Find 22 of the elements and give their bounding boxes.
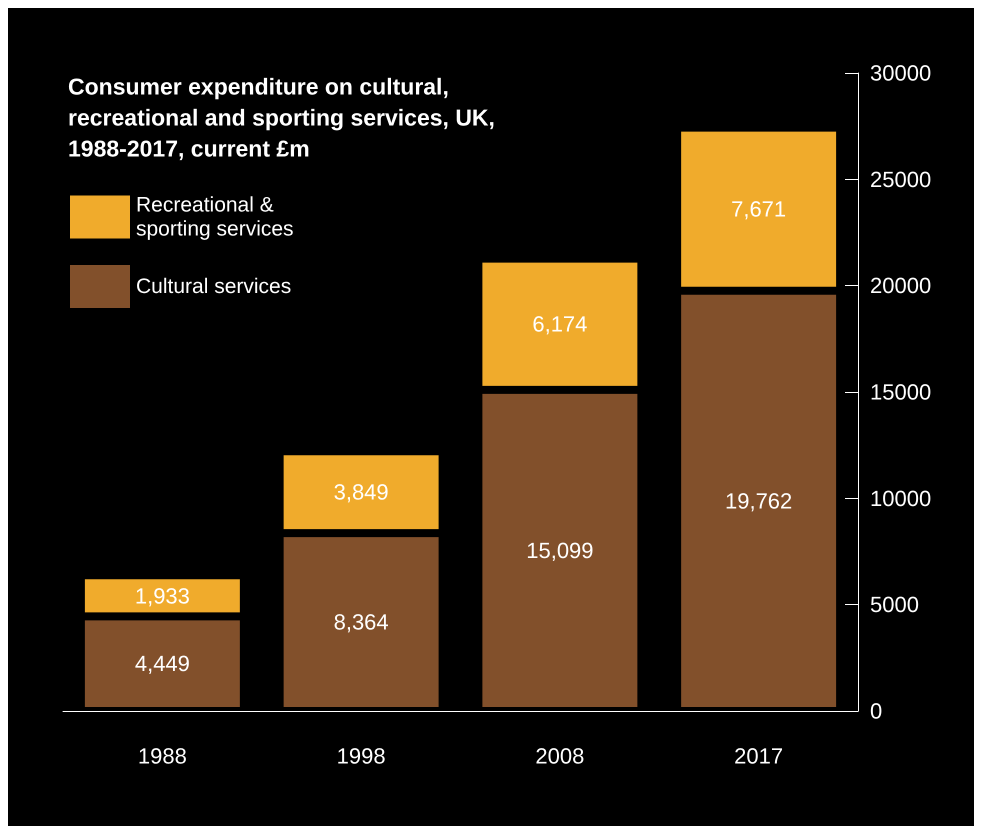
data-label: 7,671 xyxy=(731,196,786,222)
y-tick-label: 25000 xyxy=(870,166,932,192)
y-tick-label: 15000 xyxy=(870,380,932,404)
data-label: 1,933 xyxy=(134,583,190,608)
legend-label: Cultural services xyxy=(136,275,292,298)
y-tick-label: 5000 xyxy=(870,592,919,618)
legend-label: Recreational & sporting services xyxy=(136,194,294,240)
x-tick-label: 1988 xyxy=(138,744,187,768)
y-tick-label: 30000 xyxy=(870,60,932,86)
text: Consumer expenditure on cultural, recreational and sporting services, UK, 1988-2017, current £m xyxy=(68,74,502,162)
data-label: 4,449 xyxy=(134,651,190,676)
data-label: 6,174 xyxy=(532,312,588,337)
data-label: 3,849 xyxy=(334,480,389,505)
y-tick-label: 20000 xyxy=(870,273,932,298)
data-label: 19,762 xyxy=(724,488,792,514)
y-tick-label: 10000 xyxy=(870,486,932,511)
x-tick-label: 1998 xyxy=(336,744,386,768)
data-label: 15,099 xyxy=(526,538,594,563)
y-tick-label: 0 xyxy=(870,698,882,724)
data-label: 8,364 xyxy=(334,610,389,635)
x-tick-label: 2008 xyxy=(535,744,584,768)
x-tick-label: 2017 xyxy=(734,744,784,768)
